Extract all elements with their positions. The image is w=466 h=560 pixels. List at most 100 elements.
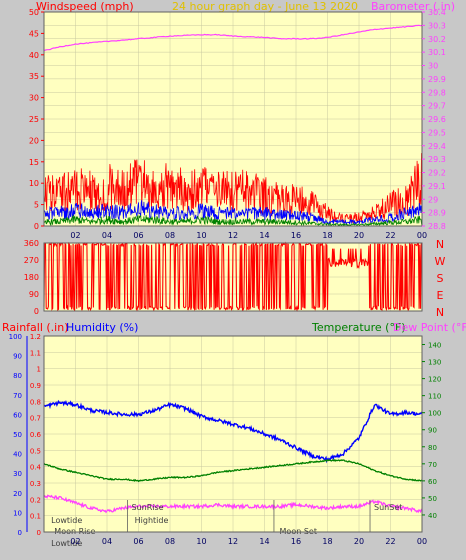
rainfall-tick: 0.5 [30,447,41,455]
barometer-tick: 29.2 [428,169,446,178]
windspeed-tick: 20 [29,136,39,145]
barometer-tick: 29 [428,195,438,204]
humidity-tick: 50 [13,431,22,439]
compass-tick: S [437,272,444,285]
barometer-tick: 29.3 [428,155,446,164]
humidity-tick: 0 [18,529,22,537]
time-tick: 22 [385,537,395,546]
temperature-tick: 60 [428,478,437,486]
wind-time-axis: 02 04 06 08 10 12 14 16 18 20 22 00 [70,231,427,240]
climate-panel-grid [44,336,423,532]
rainfall-tick: 1.2 [30,333,41,341]
time-tick: 14 [259,231,269,240]
dewpoint-line [43,494,423,514]
barometer-tick: 30.4 [428,8,446,17]
barometer-line [43,24,423,52]
temperature-tick: 140 [428,342,441,350]
rainfall-tick: 0.3 [30,480,41,488]
wind-series-line [43,200,423,226]
dewpoint-label: Dew Point (°F) [393,321,466,334]
barometer-tick: 29.5 [428,128,446,137]
time-tick: 06 [133,231,143,240]
degree-tick: 180 [24,273,39,282]
compass-tick: N [436,306,444,319]
wind-series-line [43,153,423,224]
time-tick: 02 [70,231,80,240]
time-tick: 18 [322,537,332,546]
time-tick: 12 [228,231,238,240]
barometer-tick: 30 [428,62,438,71]
barometer-tick: 29.7 [428,102,446,111]
temperature-tick: 40 [428,512,437,520]
humidity-axis: 0 10 20 30 40 50 60 70 80 90 100 [9,333,28,537]
humidity-line [43,399,423,464]
compass-tick: W [435,255,446,268]
temperature-tick: 120 [428,376,441,384]
windspeed-tick: 15 [29,158,39,167]
time-tick: 04 [102,537,112,546]
time-tick: 00 [417,231,427,240]
rainfall-tick: 0.4 [30,464,42,472]
astro-event-label: Lowtide [51,539,82,548]
climate-panel-plot [43,399,423,514]
rainfall-tick: 1 [37,366,41,374]
windspeed-tick: 30 [29,94,39,103]
barometer-tick: 29.4 [428,142,446,151]
humidity-tick: 80 [13,372,22,380]
compass-tick: E [437,289,444,302]
barometer-tick: 30.2 [428,35,446,44]
time-tick: 02 [70,537,80,546]
windspeed-tick: 10 [29,179,39,188]
windspeed-tick: 35 [29,72,39,81]
time-tick: 10 [196,537,206,546]
barometer-axis: 28.8 28.9 29 29.1 29.2 29.3 29.4 29.5 29.6 29.7 29… [422,8,446,231]
windspeed-tick: 50 [29,8,39,17]
wind-series-line [43,214,423,227]
direction-degree-axis: 0 90 180 270 360 [24,239,39,316]
temperature-axis: 40 50 60 70 80 90 100 110 120 130 140 [422,342,441,520]
barometer-tick: 29.9 [428,75,446,84]
humidity-tick: 30 [13,470,22,478]
barometer-label: Barometer (.in) [371,0,455,13]
climate-panel-border [43,335,423,533]
temperature-tick: 130 [428,359,441,367]
time-tick: 22 [385,231,395,240]
degree-tick: 270 [24,256,39,265]
time-tick: 08 [165,231,175,240]
temperature-tick: 80 [428,444,437,452]
temperature-tick: 110 [428,393,441,401]
rainfall-tick: 0.7 [30,415,41,423]
windspeed-label: Windspeed (mph) [36,0,134,13]
wind-direction-line [43,241,423,313]
rainfall-tick: 0.6 [30,431,42,439]
compass-tick: N [436,238,444,251]
barometer-tick: 28.8 [428,222,446,231]
humidity-label: Humidity (%) [66,321,138,334]
time-tick: 16 [291,537,301,546]
degree-tick: 360 [24,239,39,248]
temperature-tick: 70 [428,461,437,469]
windspeed-tick: 0 [34,222,39,231]
rainfall-tick: 0.9 [30,382,41,390]
barometer-tick: 29.8 [428,88,446,97]
degree-tick: 90 [29,290,39,299]
windspeed-axis: 0 5 10 15 20 25 30 35 40 45 50 [29,8,44,231]
windspeed-tick: 45 [29,29,39,38]
astro-event-label: Hightide [135,516,169,525]
barometer-tick: 28.9 [428,209,446,218]
rainfall-tick: 0.1 [30,513,41,521]
time-tick: 16 [291,231,301,240]
time-tick: 14 [259,537,269,546]
barometer-tick: 30.1 [428,48,446,57]
astro-event-label: Lowtide [51,516,82,525]
temperature-tick: 50 [428,495,437,503]
astro-event-label: SunSet [374,503,402,512]
humidity-tick: 70 [13,392,22,400]
rainfall-tick: 0.8 [30,398,41,406]
time-tick: 04 [102,231,112,240]
humidity-tick: 40 [13,451,22,459]
date-title: 24 hour graph day - June 13 2020 [172,0,358,13]
rainfall-tick: 0.2 [30,496,41,504]
